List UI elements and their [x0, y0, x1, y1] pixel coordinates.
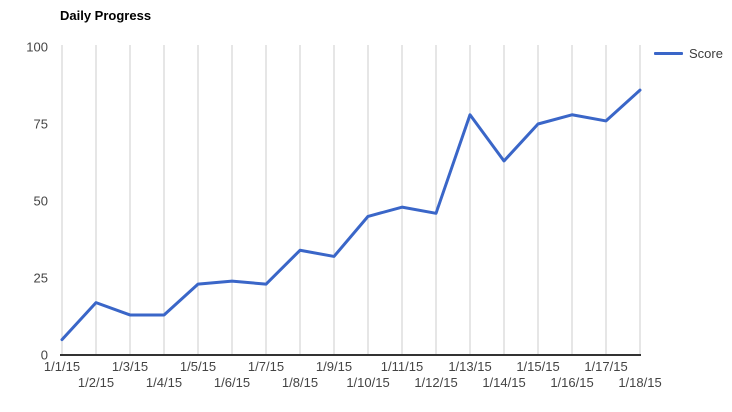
y-axis-tick-label: 75 [34, 117, 48, 132]
x-axis-tick-label: 1/1/15 [44, 359, 80, 374]
x-axis-tick-label: 1/3/15 [112, 359, 148, 374]
y-axis-tick-label: 0 [41, 348, 48, 363]
x-axis-tick-label: 1/7/15 [248, 359, 284, 374]
x-axis-tick-label: 1/14/15 [482, 375, 525, 390]
y-axis-tick-label: 100 [26, 40, 48, 55]
x-axis-tick-label: 1/5/15 [180, 359, 216, 374]
x-axis-tick-label: 1/8/15 [282, 375, 318, 390]
x-axis-tick-label: 1/2/15 [78, 375, 114, 390]
series-line-score[interactable] [60, 88, 642, 342]
y-axis-tick-label: 25 [34, 271, 48, 286]
x-axis-tick-label: 1/18/15 [618, 375, 661, 390]
legend-line-icon [654, 52, 683, 55]
legend: Score [654, 46, 723, 61]
x-axis-tick-label: 1/9/15 [316, 359, 352, 374]
x-axis-tick-label: 1/16/15 [550, 375, 593, 390]
x-axis-tick-label: 1/13/15 [448, 359, 491, 374]
x-axis-tick-label: 1/15/15 [516, 359, 559, 374]
chart-title: Daily Progress [60, 8, 152, 23]
x-axis-tick-label: 1/12/15 [414, 375, 457, 390]
legend-series-label: Score [689, 46, 723, 61]
x-axis-tick-label: 1/6/15 [214, 375, 250, 390]
x-axis-tick-label: 1/17/15 [584, 359, 627, 374]
x-axis-tick-label: 1/4/15 [146, 375, 182, 390]
x-axis-tick-label: 1/11/15 [381, 359, 423, 374]
x-axis-tick-label: 1/10/15 [346, 375, 389, 390]
y-axis-tick-label: 50 [34, 194, 48, 209]
